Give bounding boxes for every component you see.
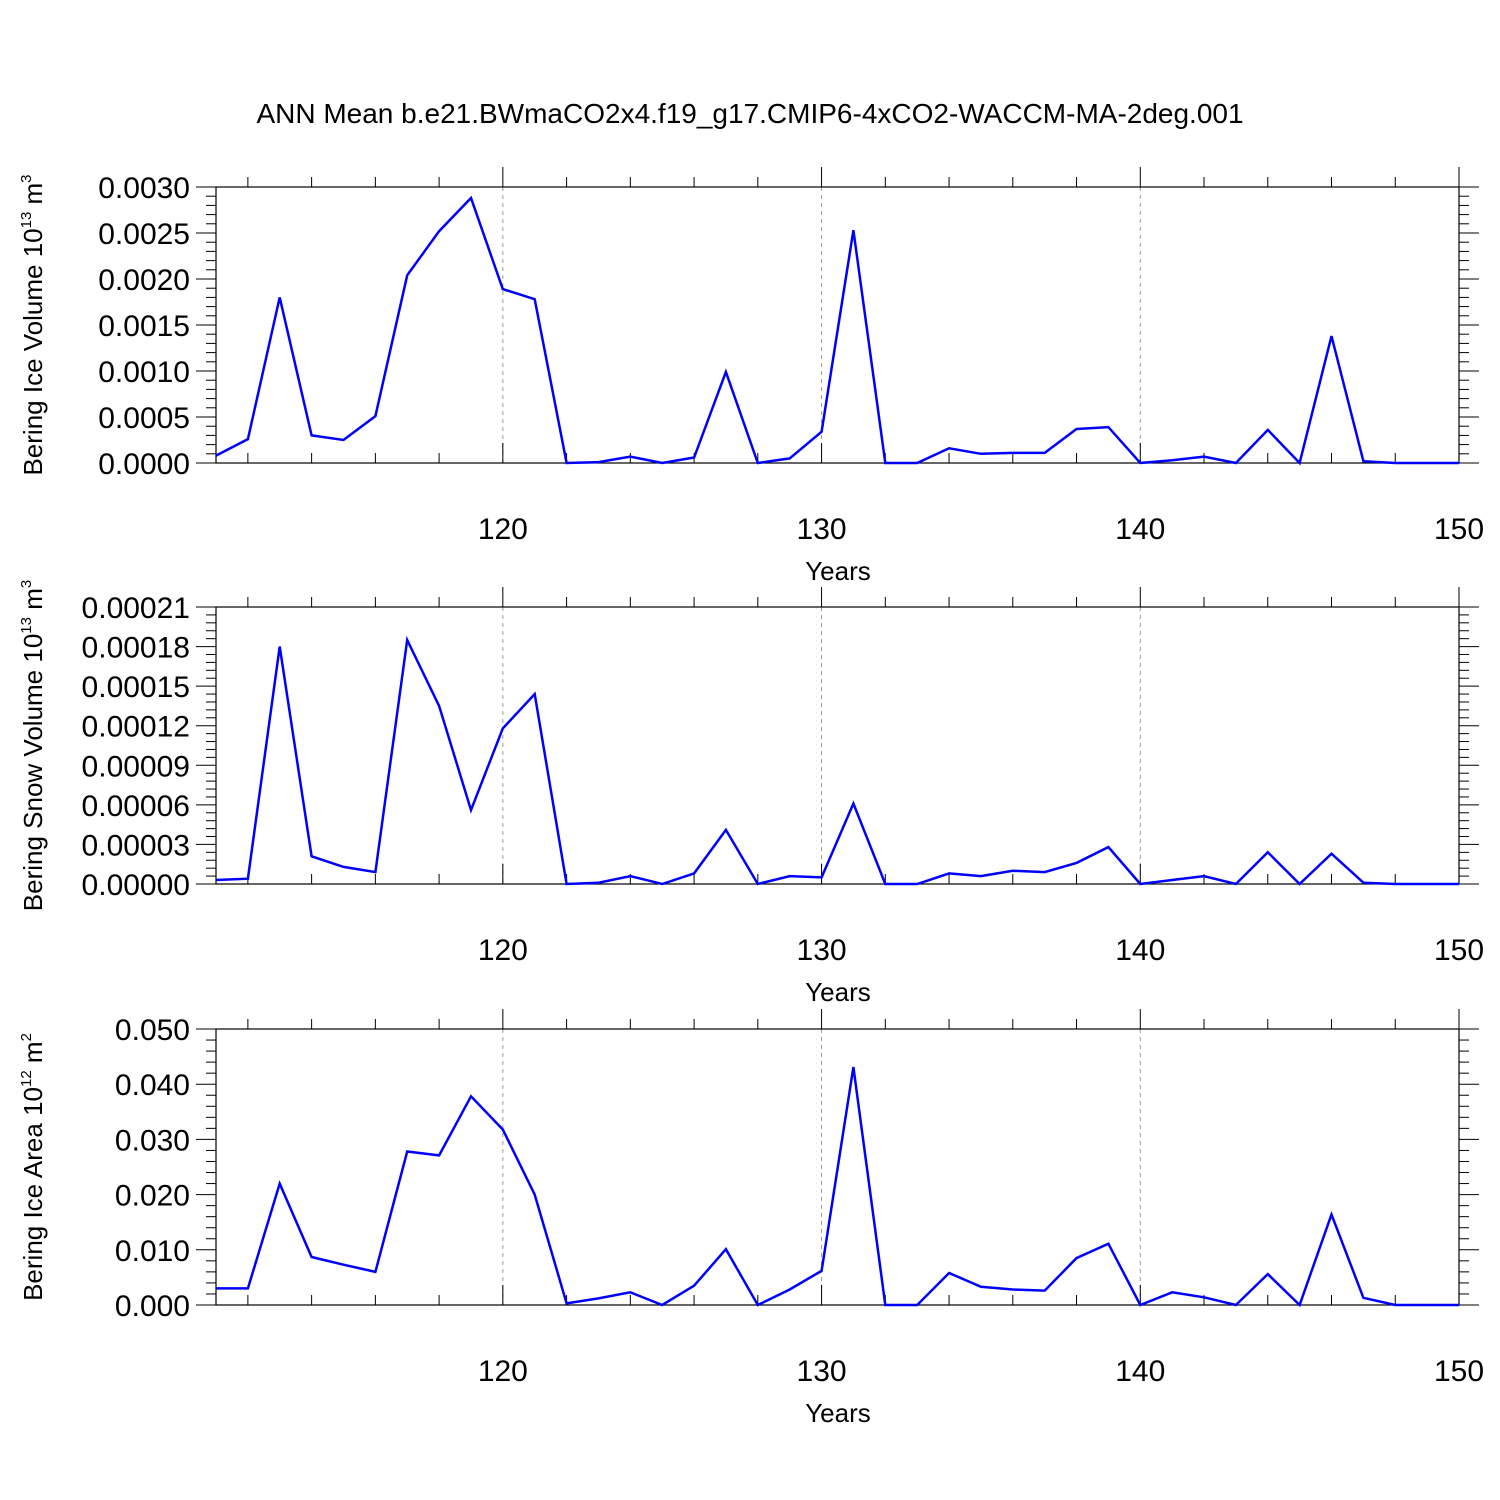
plot-frame xyxy=(215,606,1460,885)
y-tick-label: 0.0030 xyxy=(98,172,190,205)
x-tick-label: 150 xyxy=(1434,513,1484,546)
y-tick-label: 0.00021 xyxy=(82,592,190,625)
x-tick-label: 130 xyxy=(797,1355,847,1388)
series-line xyxy=(215,195,1459,466)
y-tick-label: 0.00003 xyxy=(82,829,190,862)
x-tick-label: 130 xyxy=(797,513,847,546)
x-axis-label: Years xyxy=(805,1398,871,1428)
series-line xyxy=(215,635,1459,886)
x-axis-label: Years xyxy=(805,556,871,586)
y-tick-label: 0.000 xyxy=(115,1290,190,1323)
x-tick-label: 150 xyxy=(1434,1355,1484,1388)
panel-snow-volume: 0.00000 0.00003 0.00006 0.00009 0.00012 0.000… xyxy=(18,580,1484,1007)
x-tick-label: 120 xyxy=(478,513,528,546)
y-tick-label: 0.00018 xyxy=(82,632,190,665)
y-tick-label: 0.010 xyxy=(115,1235,190,1268)
x-tick-label: 140 xyxy=(1115,513,1165,546)
y-tick-label: 0.00015 xyxy=(82,671,190,704)
y-tick-label: 0.040 xyxy=(115,1069,190,1102)
series-line xyxy=(216,1066,1459,1308)
y-tick-label: 0.0000 xyxy=(98,448,190,481)
y-tick-label: 0.0005 xyxy=(98,402,190,435)
x-tick-label: 150 xyxy=(1434,934,1484,967)
y-tick-label: 0.050 xyxy=(115,1014,190,1047)
y-tick-label: 0.030 xyxy=(115,1124,190,1157)
y-tick-label: 0.00006 xyxy=(82,790,190,823)
x-tick-label: 130 xyxy=(797,934,847,967)
y-axis-label: Bering Ice Area 1012 m2 xyxy=(18,1033,48,1301)
x-tick-label: 120 xyxy=(478,934,528,967)
y-tick-label: 0.0015 xyxy=(98,310,190,343)
y-tick-label: 0.00009 xyxy=(82,750,190,783)
x-tick-label: 120 xyxy=(478,1355,528,1388)
y-tick-label: 0.0020 xyxy=(98,264,190,297)
figure-title: ANN Mean b.e21.BWmaCO2x4.f19_g17.CMIP6-4… xyxy=(256,98,1243,129)
plot-frame xyxy=(215,1028,1460,1306)
panel-ice-volume: 0.0000 0.0005 0.0010 0.0015 0.0020 0.0025 0.00… xyxy=(18,167,1484,586)
panel-ice-area: 0.000 0.010 0.020 0.030 0.040 0.050 120 130 140 1… xyxy=(18,1009,1484,1428)
x-tick-label: 140 xyxy=(1115,1355,1165,1388)
x-axis-label: Years xyxy=(805,977,871,1007)
y-tick-label: 0.0010 xyxy=(98,356,190,389)
y-tick-label: 0.0025 xyxy=(98,218,190,251)
y-axis-label: Bering Snow Volume 1013 m3 xyxy=(18,580,48,911)
y-tick-label: 0.020 xyxy=(115,1180,190,1213)
y-tick-label: 0.00000 xyxy=(82,869,190,902)
x-tick-label: 140 xyxy=(1115,934,1165,967)
y-axis-label: Bering Ice Volume 1013 m3 xyxy=(18,174,48,475)
y-tick-label: 0.00012 xyxy=(82,711,190,744)
